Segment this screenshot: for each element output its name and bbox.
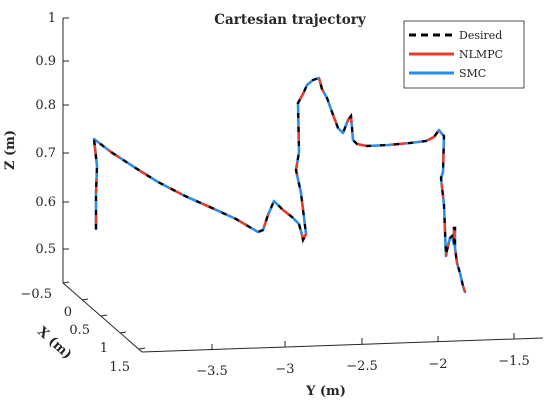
y-axis-title: Y (m) bbox=[305, 384, 346, 399]
y-tick-label: −2 bbox=[428, 357, 447, 372]
x-tick-label: −0.5 bbox=[20, 287, 52, 302]
y-tick-label: −1.5 bbox=[498, 354, 530, 369]
x-tick-mark bbox=[62, 281, 70, 284]
z-tick-label: 0.6 bbox=[35, 195, 56, 210]
z-tick-label: 0.7 bbox=[35, 146, 56, 161]
x-axis-line bbox=[62, 282, 143, 353]
x-tick-mark bbox=[138, 347, 146, 350]
legend-label-smc: SMC bbox=[459, 67, 486, 80]
axis-ticks bbox=[62, 17, 515, 350]
y-tick-label: −3.5 bbox=[196, 364, 228, 379]
z-tick-label: 1 bbox=[48, 11, 56, 26]
x-tick-label: 0 bbox=[64, 305, 72, 320]
x-tick-label: 0.5 bbox=[69, 323, 90, 338]
y-axis-line bbox=[141, 337, 544, 353]
x-tick-label: 1.5 bbox=[109, 360, 130, 375]
y-tick-label: −3 bbox=[275, 362, 294, 377]
legend-label-nlmpc: NLMPC bbox=[459, 48, 503, 61]
x-tick-mark bbox=[81, 298, 89, 301]
z-tick-label: 0.9 bbox=[35, 54, 56, 69]
x-tick-mark bbox=[119, 331, 127, 334]
legend: Desired NLMPC SMC bbox=[403, 20, 525, 89]
z-tick-label: 0.5 bbox=[35, 242, 56, 257]
legend-label-desired: Desired bbox=[459, 29, 502, 42]
x-tick-mark bbox=[100, 314, 108, 317]
z-tick-label: 0.8 bbox=[35, 98, 56, 113]
z-axis-title: Z (m) bbox=[3, 130, 18, 170]
series-line-desired bbox=[92, 76, 467, 293]
chart-title: Cartesian trajectory bbox=[214, 12, 367, 28]
y-tick-label: −2.5 bbox=[346, 359, 378, 374]
x-tick-label: 1 bbox=[100, 341, 108, 356]
